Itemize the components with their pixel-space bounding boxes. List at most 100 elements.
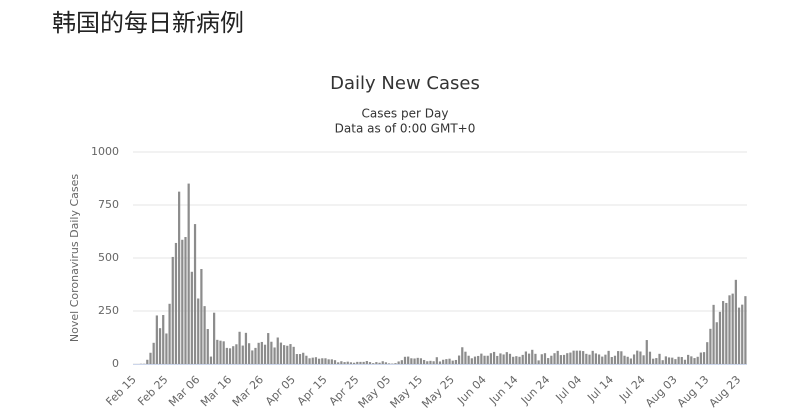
bar	[512, 356, 515, 364]
bar	[368, 362, 372, 364]
bar	[257, 342, 260, 364]
bar	[674, 359, 677, 364]
bar	[706, 342, 709, 364]
bar	[636, 350, 639, 364]
bar	[232, 346, 235, 364]
bar	[279, 342, 283, 364]
bar	[248, 343, 251, 364]
bar	[330, 359, 333, 364]
bar	[333, 360, 337, 364]
bar	[381, 361, 384, 364]
bar	[744, 296, 747, 364]
bar	[553, 353, 556, 364]
page-title: 韩国的每日新病例	[52, 9, 244, 37]
x-tick-label: Feb 15	[103, 373, 138, 408]
bar	[741, 304, 744, 364]
bar	[547, 358, 550, 364]
bar	[178, 191, 181, 364]
bar	[661, 360, 664, 364]
bar	[540, 354, 543, 364]
bar	[709, 328, 712, 364]
bar	[451, 360, 454, 364]
bar	[327, 359, 330, 364]
bar	[731, 293, 734, 364]
bar	[480, 353, 483, 364]
x-tick-label: Jul 14	[584, 373, 616, 405]
bar	[356, 361, 359, 364]
x-tick-label: Jun 14	[486, 373, 520, 407]
bar	[722, 301, 725, 364]
y-tick-label: 0	[112, 357, 119, 370]
bar	[505, 352, 508, 364]
bar	[718, 311, 722, 364]
bar	[712, 304, 715, 364]
bar	[690, 356, 693, 364]
y-axis-label: Novel Coronavirus Daily Cases	[68, 174, 81, 342]
x-tick-label: Aug 23	[707, 373, 744, 410]
bar	[461, 347, 464, 364]
bar	[375, 362, 378, 364]
bar	[244, 332, 248, 364]
bar	[340, 361, 343, 364]
bar	[556, 350, 559, 364]
bar	[582, 351, 585, 364]
bar	[693, 358, 696, 364]
bar	[184, 237, 187, 364]
bar	[591, 350, 594, 364]
bar	[346, 361, 349, 364]
bar	[499, 353, 502, 364]
bar	[518, 356, 521, 364]
bar	[601, 356, 604, 364]
bar	[362, 361, 365, 364]
bar	[585, 353, 588, 364]
bar	[502, 354, 505, 364]
bar	[496, 355, 499, 364]
bar	[629, 358, 632, 364]
bar	[225, 347, 228, 364]
bar	[238, 331, 241, 364]
bar	[260, 341, 263, 364]
bar	[146, 359, 149, 364]
bar	[413, 358, 416, 364]
bar	[632, 354, 636, 364]
bar	[438, 361, 442, 364]
bar	[337, 362, 340, 364]
bar	[492, 351, 496, 364]
x-tick-label: Jun 24	[518, 373, 552, 407]
bar	[174, 242, 178, 364]
x-tick-label: May 05	[356, 373, 394, 411]
bar	[168, 303, 171, 364]
bar	[197, 298, 200, 364]
bar	[206, 329, 209, 364]
bar	[737, 307, 741, 364]
bar	[524, 351, 528, 364]
bar	[426, 361, 429, 364]
x-tick-label: Aug 13	[675, 373, 712, 410]
bar	[728, 295, 731, 364]
bar	[699, 352, 702, 364]
bar	[155, 315, 158, 364]
bar	[483, 355, 486, 364]
bar	[645, 340, 648, 364]
bar	[251, 350, 254, 364]
bar	[181, 239, 184, 364]
bar	[559, 355, 563, 364]
bar	[432, 361, 435, 364]
bar	[562, 354, 566, 364]
bar	[158, 328, 162, 364]
x-tick-label: May 15	[388, 373, 426, 411]
bar	[295, 354, 298, 364]
bar	[543, 353, 547, 364]
bar	[263, 344, 267, 364]
bar	[445, 359, 448, 364]
bar	[604, 354, 607, 364]
bar	[407, 356, 410, 364]
bar	[276, 337, 279, 364]
bar	[652, 358, 655, 364]
bar	[152, 342, 155, 364]
bar	[400, 360, 403, 364]
x-tick-label: Feb 25	[135, 373, 170, 408]
bar	[321, 358, 324, 364]
bar	[359, 361, 362, 364]
